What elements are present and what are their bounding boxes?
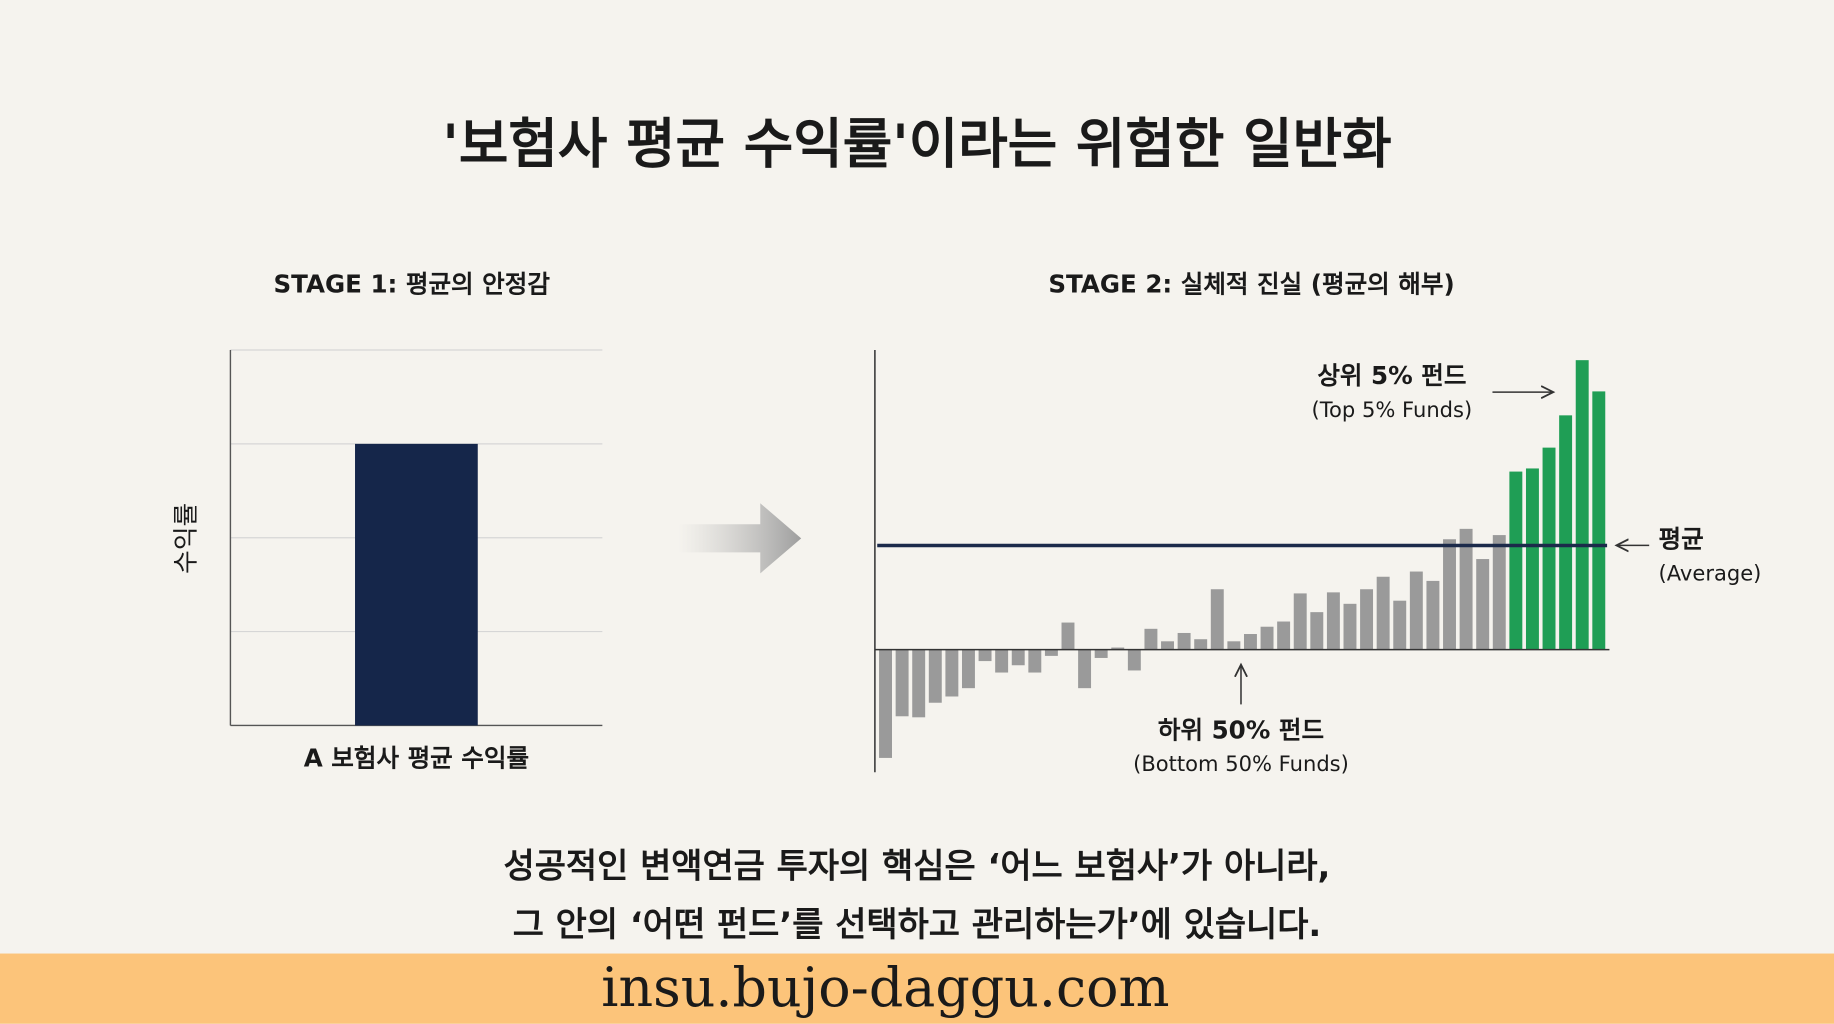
bar — [1559, 415, 1573, 650]
bar — [1161, 641, 1174, 650]
bar — [1094, 649, 1108, 658]
bar — [895, 649, 909, 717]
bar — [961, 649, 975, 689]
bar — [1277, 621, 1291, 650]
bar — [1227, 641, 1241, 650]
bar — [1210, 589, 1224, 650]
conclusion-line: 성공적인 변액연금 투자의 핵심은 ‘어느 보험사’가 아니라, — [504, 847, 1331, 886]
bar — [1459, 528, 1473, 650]
bar — [1111, 647, 1125, 650]
bar — [1360, 589, 1374, 650]
bar — [978, 649, 992, 662]
bar — [1492, 535, 1506, 650]
annotation-sub: (Bottom 50% Funds) — [1133, 751, 1349, 776]
reference-label: 평균 — [1659, 525, 1704, 554]
bar — [1376, 576, 1390, 650]
bar — [1426, 580, 1440, 650]
bar — [1028, 649, 1042, 673]
bar — [1177, 632, 1191, 650]
conclusion-line: 그 안의 ‘어떤 펀드’를 선택하고 관리하는가’에 있습니다. — [513, 905, 1322, 944]
bar — [1044, 649, 1058, 656]
bar — [1260, 626, 1274, 650]
bar — [1078, 649, 1092, 689]
bar — [1343, 603, 1357, 650]
bar — [928, 649, 942, 703]
footer-band — [0, 953, 1834, 1024]
bar — [1310, 612, 1324, 650]
bar — [1127, 649, 1141, 671]
y-axis-label: 수익률 — [172, 503, 202, 574]
bar — [1061, 622, 1075, 650]
annotation-sub: (Top 5% Funds) — [1312, 397, 1473, 422]
bar — [1409, 571, 1423, 650]
bar — [1443, 539, 1456, 650]
bar — [355, 443, 478, 726]
bar — [912, 649, 926, 718]
bar — [1293, 593, 1307, 650]
bar — [1326, 592, 1340, 650]
chart-title: STAGE 2: 실체적 진실 (평균의 해부) — [1048, 270, 1454, 299]
bar — [945, 649, 959, 697]
bar — [1393, 600, 1407, 650]
bar — [1243, 634, 1257, 650]
annotation: 하위 50% 펀드 — [1158, 715, 1324, 744]
footer-url: insu.bujo-daggu.com — [601, 956, 1169, 1019]
page-title: '보험사 평균 수익률'이라는 위험한 일반화 — [442, 112, 1391, 175]
x-tick-label: A 보험사 평균 수익률 — [304, 743, 529, 772]
reference-sublabel: (Average) — [1659, 561, 1762, 586]
bar — [1525, 468, 1539, 650]
bar — [1476, 559, 1490, 650]
bar — [1194, 639, 1208, 650]
chart-title: STAGE 1: 평균의 안정감 — [273, 270, 550, 299]
bar — [995, 649, 1009, 673]
bar — [1011, 649, 1025, 666]
annotation: 상위 5% 펀드 — [1317, 361, 1466, 390]
transition-arrow — [678, 503, 802, 574]
bar — [1592, 391, 1606, 650]
bar — [1542, 447, 1556, 650]
bar — [879, 649, 892, 758]
bar — [1575, 360, 1589, 650]
bar — [1144, 628, 1158, 650]
bar — [1509, 471, 1523, 650]
